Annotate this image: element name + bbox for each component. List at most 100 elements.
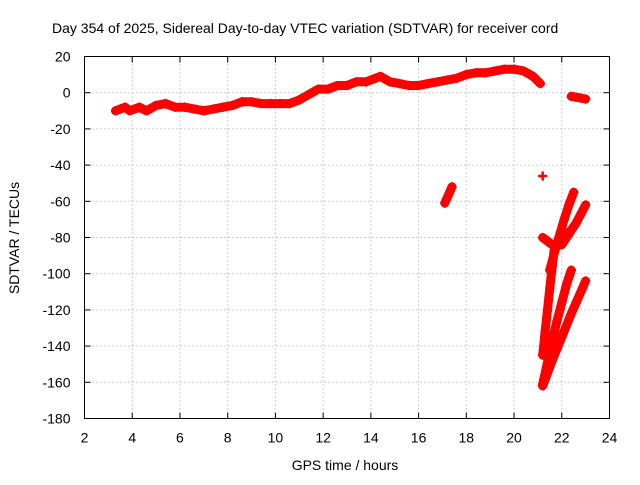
data-point	[545, 283, 555, 293]
x-tick-label: 22	[554, 430, 570, 446]
y-tick-label: -80	[50, 230, 70, 246]
axis-ticks	[84, 56, 610, 419]
data-point	[480, 68, 491, 78]
data-point	[471, 68, 481, 78]
data-point	[304, 89, 314, 100]
x-tick-label: 10	[268, 430, 284, 446]
data-point	[557, 297, 567, 308]
data-point	[561, 279, 572, 290]
data-point	[208, 104, 219, 114]
data-point	[571, 218, 581, 228]
data-point	[542, 305, 553, 315]
data-point	[545, 265, 555, 275]
data-point	[385, 77, 395, 87]
data-point	[580, 94, 591, 104]
data-point	[580, 200, 591, 210]
series-arc-17h	[440, 182, 457, 208]
data-point	[125, 106, 135, 116]
grid-lines	[84, 56, 610, 419]
data-point	[554, 230, 565, 241]
y-tick-labels: 20 0 -20 -40 -60 -80 -100 -120 -140 -160 -180	[42, 49, 70, 427]
data-point	[218, 102, 228, 112]
data-point	[564, 200, 574, 210]
data-point	[499, 64, 510, 74]
data-point	[342, 80, 352, 91]
data-point	[580, 276, 591, 286]
data-point	[294, 95, 305, 105]
data-point	[547, 355, 557, 366]
x-tick-label: 18	[459, 430, 475, 446]
data-point	[442, 192, 452, 203]
x-tick-label: 14	[363, 430, 379, 446]
data-point	[256, 98, 266, 109]
data-point	[442, 75, 452, 85]
x-tick-label: 4	[128, 430, 136, 446]
data-point	[275, 98, 285, 109]
data-point	[110, 106, 121, 116]
data-point	[170, 102, 180, 112]
data-points	[110, 64, 591, 391]
data-point	[461, 69, 472, 80]
data-point	[265, 98, 276, 109]
y-tick-label: 0	[63, 85, 71, 101]
data-point	[537, 232, 548, 243]
y-tick-label: -20	[50, 121, 70, 137]
data-point	[129, 104, 140, 114]
y-tick-label: -60	[50, 193, 70, 209]
data-point	[323, 84, 333, 94]
data-point	[566, 265, 577, 275]
chart-title: Day 354 of 2025, Sidereal Day-to-day VTE…	[52, 20, 558, 36]
data-point	[566, 225, 577, 236]
y-tick-label: -100	[42, 266, 70, 282]
data-point	[528, 71, 538, 82]
x-tick-label: 12	[315, 430, 331, 446]
y-tick-label: -160	[42, 374, 70, 390]
data-point	[151, 100, 161, 111]
data-point	[199, 106, 209, 116]
data-point	[284, 98, 295, 109]
x-tick-label: 8	[224, 430, 232, 446]
x-tick-label: 16	[411, 430, 427, 446]
x-tick-label: 20	[506, 430, 522, 446]
data-point	[537, 381, 548, 391]
series-arc-c	[537, 276, 591, 391]
data-point	[141, 106, 152, 116]
data-point	[160, 98, 171, 109]
data-point	[552, 316, 562, 326]
data-point	[490, 66, 500, 76]
data-point	[413, 80, 424, 91]
data-point	[179, 102, 190, 112]
y-tick-label: -40	[50, 157, 70, 173]
data-point	[394, 78, 405, 89]
data-point	[313, 84, 324, 94]
data-point	[134, 102, 145, 112]
data-point	[227, 100, 238, 111]
data-point	[557, 239, 567, 250]
data-point	[542, 236, 553, 246]
data-point	[537, 171, 548, 181]
data-point	[576, 287, 586, 297]
data-point	[375, 71, 386, 82]
x-tick-label: 2	[81, 430, 89, 446]
series-late-segment	[566, 91, 591, 104]
data-point	[557, 332, 567, 342]
data-point	[540, 326, 550, 337]
data-point	[444, 187, 455, 197]
data-point	[576, 209, 586, 219]
y-axis-title: SDTVAR / TECUs	[6, 182, 22, 294]
data-point	[189, 104, 200, 114]
series-arc-f	[557, 200, 591, 250]
series-arc-e	[545, 187, 579, 275]
data-point	[332, 80, 343, 91]
series-isolated-point	[537, 171, 548, 181]
x-tick-label: 24	[602, 430, 618, 446]
data-point	[566, 308, 577, 319]
y-tick-label: 20	[55, 49, 71, 65]
data-point	[452, 73, 462, 83]
data-point	[535, 78, 546, 89]
data-point	[120, 102, 130, 112]
data-point	[561, 232, 572, 243]
data-point	[518, 66, 529, 76]
data-point	[237, 97, 247, 107]
